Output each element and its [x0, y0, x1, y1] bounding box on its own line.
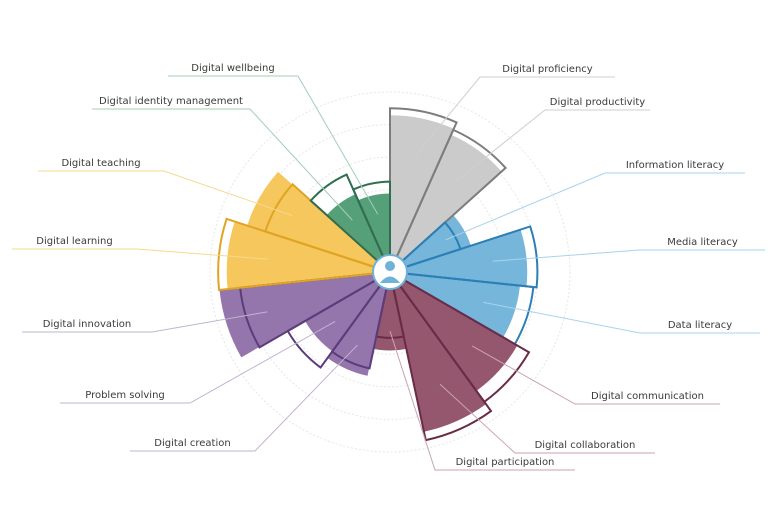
leader-digital-proficiency	[414, 76, 615, 158]
label-digital-learning: Digital learning	[36, 236, 112, 247]
label-media-literacy: Media literacy	[667, 237, 738, 248]
label-digital-productivity: Digital productivity	[550, 97, 645, 108]
leader-digital-productivity	[456, 109, 650, 181]
leader-digital-communication	[471, 345, 720, 405]
user-icon	[372, 254, 408, 290]
leader-digital-creation	[130, 344, 358, 452]
label-leader-lines	[12, 75, 765, 471]
leader-digital-innovation	[22, 311, 268, 333]
leader-digital-collaboration	[439, 383, 655, 454]
label-digital-collaboration: Digital collaboration	[535, 440, 636, 451]
category-labels: Digital proficiency Digital productivity I…	[36, 63, 738, 468]
label-digital-proficiency: Digital proficiency	[502, 64, 593, 75]
label-information-literacy: Information literacy	[626, 160, 724, 171]
leader-digital-identity-management	[92, 108, 353, 221]
label-data-literacy: Data literacy	[668, 320, 732, 331]
label-digital-creation: Digital creation	[154, 438, 230, 449]
leader-digital-learning	[12, 248, 268, 260]
leader-information-literacy	[445, 172, 745, 241]
leader-problem-solving	[60, 320, 336, 404]
leader-digital-wellbeing	[168, 75, 379, 215]
label-digital-identity-management: Digital identity management	[99, 96, 243, 107]
leader-media-literacy	[492, 249, 765, 262]
label-digital-innovation: Digital innovation	[43, 319, 131, 330]
label-digital-communication: Digital communication	[591, 391, 704, 402]
label-digital-wellbeing: Digital wellbeing	[191, 63, 274, 74]
label-problem-solving: Problem solving	[85, 390, 165, 401]
grid-ring-5	[209, 91, 571, 453]
label-digital-participation: Digital participation	[456, 457, 555, 468]
leader-digital-participation	[389, 331, 575, 471]
label-digital-teaching: Digital teaching	[61, 158, 140, 169]
leader-digital-teaching	[38, 170, 293, 216]
leader-data-literacy	[483, 301, 760, 334]
